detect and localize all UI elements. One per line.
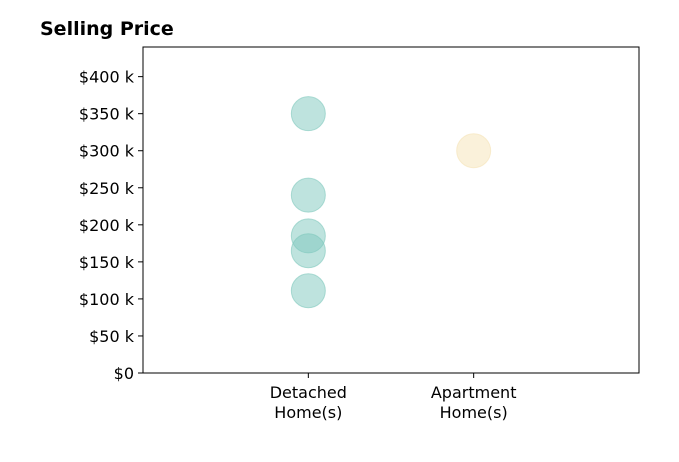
y-tick-label: $300 k — [79, 142, 135, 161]
y-tick-label: $250 k — [79, 179, 135, 198]
chart-title: Selling Price — [40, 18, 174, 40]
data-point — [456, 133, 492, 169]
plot-frame — [142, 46, 640, 374]
y-tick-label: $50 k — [89, 327, 135, 346]
y-tick-label: $0 — [114, 364, 134, 383]
y-tick-label: $400 k — [79, 68, 135, 87]
data-point — [290, 177, 326, 213]
y-tick-label: $200 k — [79, 216, 135, 235]
y-tick-label: $350 k — [79, 105, 135, 124]
y-tick-label: $100 k — [79, 290, 135, 309]
data-point — [290, 273, 326, 309]
data-point — [290, 96, 326, 132]
y-tick-label: $150 k — [79, 253, 135, 272]
data-point — [290, 233, 326, 269]
plot-area: $0 $50 k $100 k $150 k $200 k $250 k $300 k $35… — [79, 46, 640, 422]
x-tick-label: Apartment Home(s) — [431, 383, 517, 422]
x-tick-label: Detached Home(s) — [270, 383, 347, 422]
